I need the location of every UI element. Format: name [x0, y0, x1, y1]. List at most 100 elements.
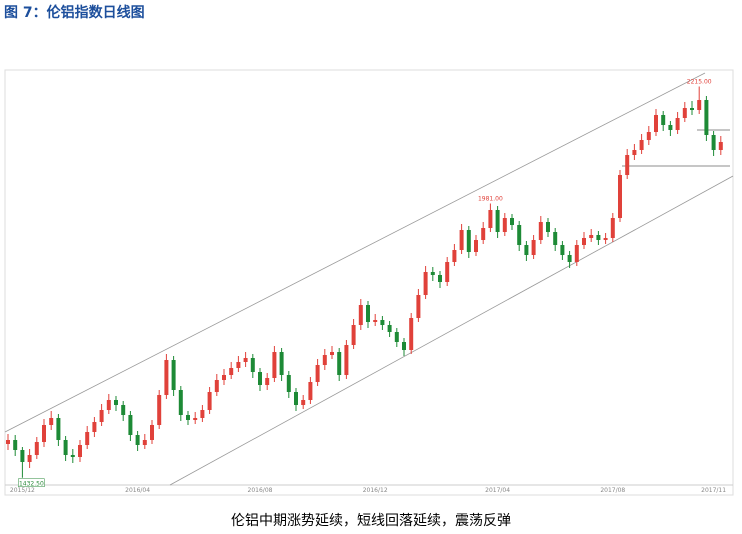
- candle-body: [42, 425, 46, 442]
- candle-body: [582, 238, 586, 245]
- candle-body: [682, 108, 687, 118]
- candle-body: [92, 422, 97, 432]
- candle-body: [546, 222, 550, 232]
- candle-body: [150, 425, 154, 440]
- candle-body: [495, 210, 500, 232]
- candle-body: [481, 228, 486, 240]
- annotation: 1432.50: [19, 480, 44, 487]
- candle-body: [315, 365, 320, 382]
- candle-body: [106, 400, 111, 410]
- candle-body: [553, 232, 558, 245]
- candle-body: [78, 445, 82, 457]
- candle-body: [207, 392, 212, 410]
- candle-body: [560, 245, 565, 255]
- candle-body: [416, 295, 421, 318]
- annotation-box: [18, 478, 45, 487]
- candle-body: [567, 255, 572, 262]
- candle-body: [366, 305, 370, 322]
- candle-body: [603, 238, 608, 240]
- candle-body: [135, 435, 140, 445]
- candle-body: [596, 235, 601, 240]
- x-tick-label: 2016/12: [363, 487, 388, 494]
- candle-body: [524, 245, 529, 255]
- candle-body: [157, 395, 162, 425]
- candle-body: [438, 275, 442, 282]
- candle-body: [690, 108, 694, 110]
- candle-body: [445, 262, 450, 282]
- candle-body: [85, 432, 90, 445]
- candle-body: [56, 418, 61, 440]
- candle-body: [402, 342, 406, 350]
- candle-body: [654, 115, 658, 132]
- candle-body: [222, 375, 226, 380]
- candle-body: [229, 368, 234, 375]
- candle-body: [99, 410, 104, 422]
- candle-body: [272, 352, 277, 378]
- chart-title: 图 7：伦铝指数日线图: [4, 5, 145, 21]
- candle-body: [27, 455, 32, 462]
- candle-body: [452, 250, 457, 262]
- candle-body: [178, 390, 183, 415]
- candle-body: [589, 235, 594, 238]
- candle-body: [49, 418, 54, 425]
- candle-body: [430, 272, 435, 275]
- channel-lower: [169, 175, 734, 486]
- candle-body: [171, 360, 176, 390]
- candle-body: [13, 440, 18, 450]
- candle-body: [294, 392, 298, 405]
- candle-body: [646, 132, 651, 140]
- x-tick-label: 2017/04: [485, 487, 510, 494]
- candle-body: [610, 218, 615, 238]
- candle-body: [301, 400, 306, 405]
- candle-body: [373, 320, 378, 322]
- annotation: 1981.00: [478, 196, 503, 203]
- candle-body: [510, 218, 514, 225]
- candle-body: [114, 400, 118, 405]
- candle-body: [574, 245, 579, 262]
- candle-body: [258, 372, 262, 385]
- candle-body: [214, 380, 219, 392]
- candle-body: [265, 378, 270, 385]
- candle-body: [344, 345, 349, 375]
- candle-body: [128, 415, 133, 435]
- candle-body: [538, 222, 543, 240]
- candle-body: [250, 358, 255, 372]
- candle-body: [121, 405, 126, 415]
- candle-body: [632, 150, 637, 155]
- candle-body: [668, 125, 673, 130]
- x-tick-label: 2015/12: [10, 487, 35, 494]
- candle-body: [718, 142, 723, 150]
- candle-body: [337, 352, 342, 375]
- candle-body: [279, 352, 284, 375]
- candle-body: [236, 362, 241, 368]
- candle-body: [6, 440, 10, 444]
- candle-body: [639, 140, 644, 150]
- candle-body: [459, 230, 464, 250]
- candle-body: [34, 442, 39, 455]
- candle-body: [286, 375, 291, 392]
- x-tick-label: 2017/11: [701, 487, 726, 494]
- plot-frame: [4, 69, 734, 496]
- candle-body: [70, 455, 75, 457]
- x-tick-label: 2016/04: [125, 487, 150, 494]
- candle-body: [330, 352, 334, 355]
- x-tick-label: 2017/08: [600, 487, 625, 494]
- candle-body: [625, 155, 630, 175]
- candle-body: [387, 325, 392, 332]
- candle-body: [423, 272, 428, 295]
- candle-body: [517, 225, 522, 245]
- candle-body: [193, 418, 198, 420]
- candle-body: [351, 325, 356, 345]
- candle-body: [474, 240, 478, 252]
- candle-body: [711, 135, 716, 150]
- candle-body: [697, 100, 702, 110]
- candle-body: [502, 218, 507, 232]
- candle-body: [488, 210, 493, 228]
- caption: 伦铝中期涨势延续，短线回落延续，震荡反弹: [231, 513, 511, 529]
- candle-body: [675, 118, 680, 130]
- candle-body: [394, 332, 399, 342]
- candle-body: [531, 240, 536, 255]
- candle-body: [20, 450, 25, 462]
